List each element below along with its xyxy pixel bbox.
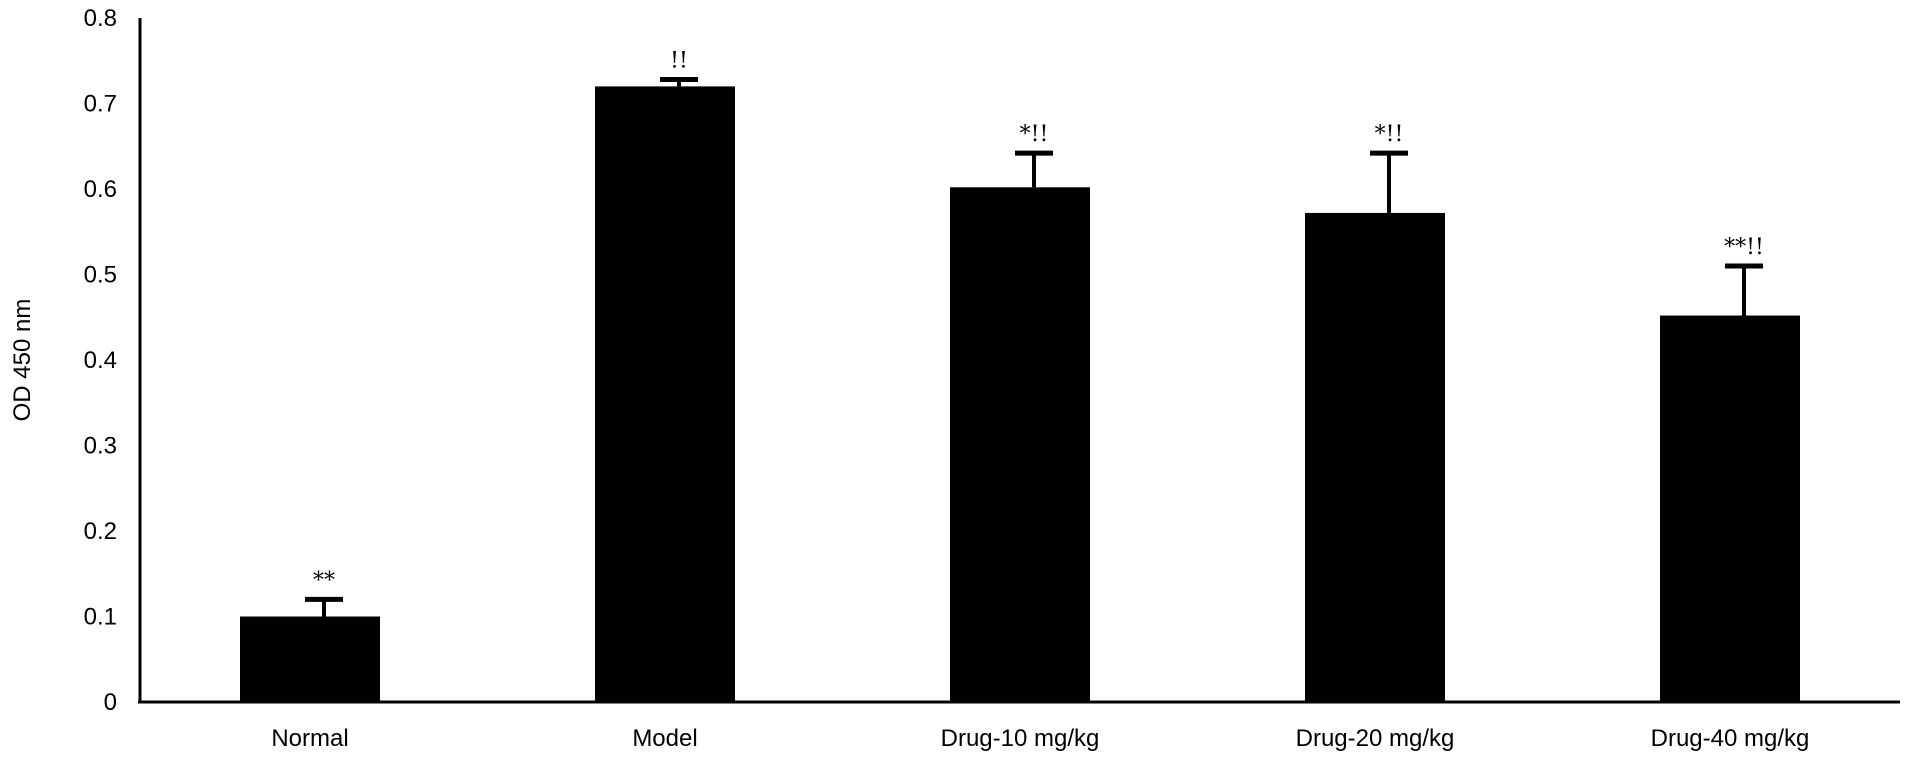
x-tick-label: Drug-20 mg/kg <box>1296 725 1455 752</box>
x-tick-labels: Normal Model Drug-10 mg/kg Drug-20 mg/kg Dru… <box>271 725 1809 752</box>
y-tick-labels: 0 0.1 0.2 0.3 0.4 0.5 0.6 0.7 0.8 <box>84 5 117 716</box>
y-tick-label: 0 <box>104 689 117 716</box>
x-tick-label: Drug-40 mg/kg <box>1651 725 1810 752</box>
x-tick-label: Model <box>632 725 697 752</box>
significance-label: *!! <box>1375 122 1404 147</box>
significance-label: **!! <box>1724 235 1764 260</box>
bar <box>240 616 380 702</box>
x-tick-label: Drug-10 mg/kg <box>941 725 1100 752</box>
bar <box>1660 315 1800 702</box>
y-tick-label: 0.2 <box>84 518 117 545</box>
y-tick-label: 0.4 <box>84 347 117 374</box>
significance-labels: **!! *!! *!! **!! <box>313 49 1764 594</box>
significance-label: ** <box>313 568 335 593</box>
significance-label: *!! <box>1020 122 1049 147</box>
bars <box>240 86 1800 703</box>
y-axis-title: OD 450 nm <box>9 299 36 422</box>
bar <box>1305 212 1445 702</box>
y-tick-label: 0.5 <box>84 262 117 289</box>
y-tick-label: 0.1 <box>84 604 117 631</box>
x-tick-label: Normal <box>271 725 348 752</box>
y-tick-label: 0.6 <box>84 176 117 203</box>
significance-label: !! <box>670 49 688 74</box>
bar <box>950 187 1090 703</box>
bar <box>595 86 735 702</box>
y-tick-label: 0.8 <box>84 5 117 32</box>
y-tick-label: 0.7 <box>84 91 117 118</box>
error-bars <box>305 77 1763 617</box>
y-tick-label: 0.3 <box>84 433 117 460</box>
